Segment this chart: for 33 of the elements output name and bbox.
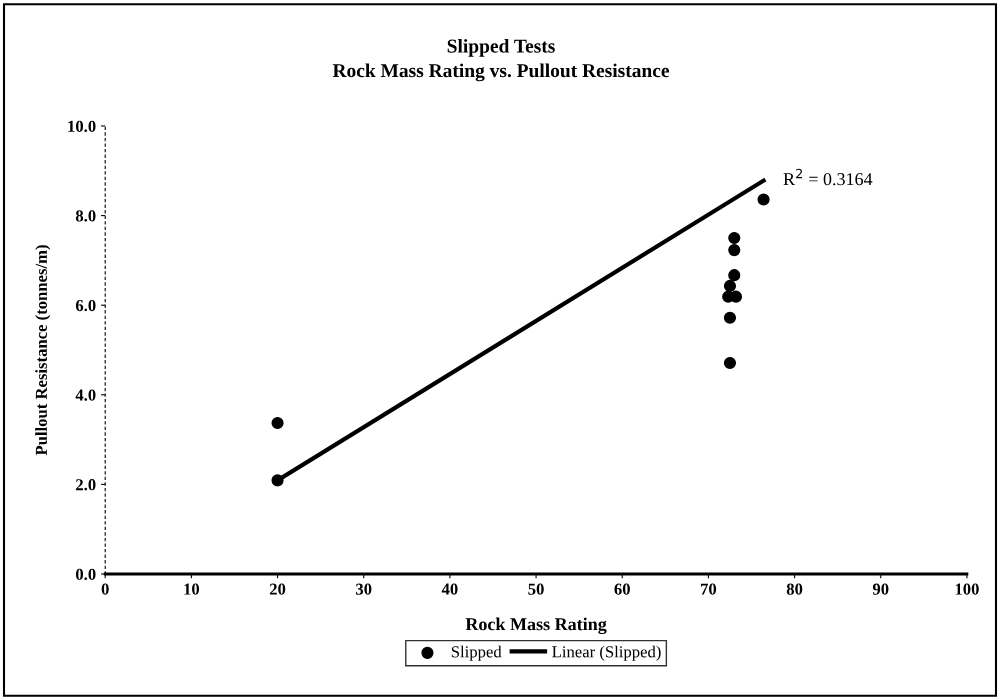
x-tick-label: 80 (786, 583, 803, 595)
point (723, 311, 737, 324)
legend-label: Slipped (451, 645, 502, 661)
x-tick-label: 0 (101, 583, 109, 595)
chart-title: Slipped Tests (447, 39, 555, 57)
point (271, 416, 284, 430)
x-tick-label: 60 (614, 583, 630, 595)
y-tick-label: 4.0 (75, 389, 96, 401)
x-tick-label: 50 (528, 583, 544, 595)
x-tick-label: 10 (184, 583, 200, 595)
x-tick-label: 70 (701, 583, 717, 595)
point (757, 193, 770, 206)
point (728, 244, 741, 257)
chart-subtitle: Rock Mass Rating vs. Pullout Resistance (332, 63, 670, 82)
y-tick-label: 2.0 (76, 479, 96, 491)
point (728, 269, 741, 282)
point (728, 231, 741, 245)
y-tick-label: 10.0 (68, 120, 96, 133)
point (723, 279, 737, 293)
legend-label: Linear (Slipped) (552, 645, 661, 661)
x-tick-label: 30 (356, 583, 372, 595)
point (271, 474, 284, 487)
y-axis-title: Pullout Resistance (tonnes/m) (35, 245, 51, 456)
x-tick-label: 90 (872, 583, 889, 595)
annotation: R$^{2}$ = 0.3164 (783, 168, 873, 186)
y-tick-label: 8.0 (75, 210, 96, 222)
x-tick-label: 100 (955, 583, 979, 595)
point (723, 356, 737, 370)
y-tick-label: 6.0 (75, 299, 96, 312)
x-tick-label: 40 (441, 583, 458, 595)
y-tick-label: 0.0 (75, 568, 96, 581)
x-tick-label: 20 (269, 583, 286, 595)
x-axis-title: Rock Mass Rating (465, 617, 607, 635)
